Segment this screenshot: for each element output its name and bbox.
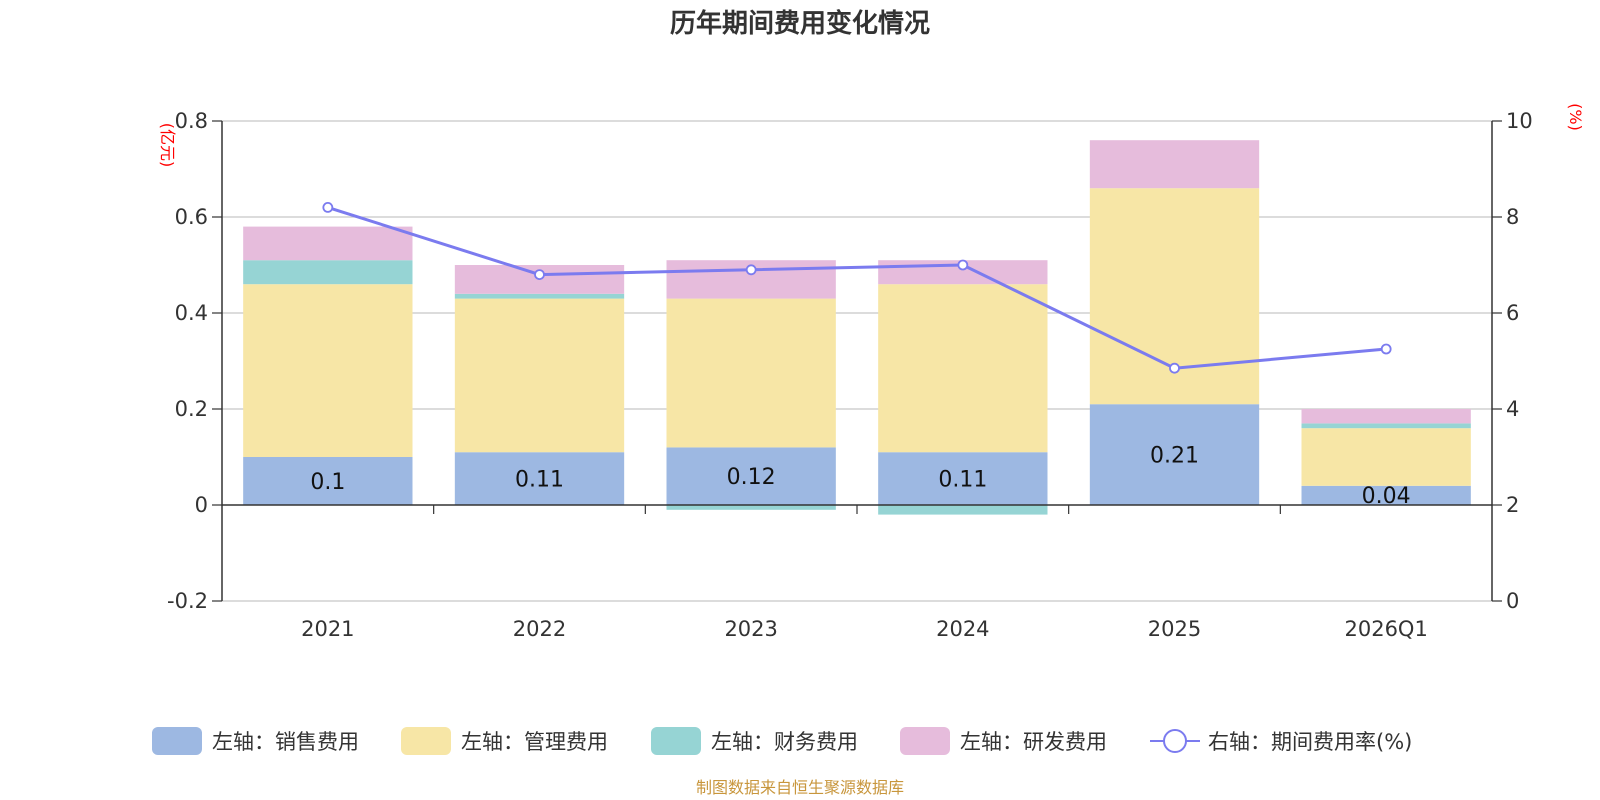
legend-label-1: 左轴：管理费用 bbox=[461, 730, 608, 754]
right-axis-unit: (%) bbox=[1566, 103, 1585, 131]
legend: 左轴：销售费用 左轴：管理费用 左轴：财务费用 左轴：研发费用 右轴：期间费用率(%) bbox=[152, 727, 1412, 755]
legend-line-marker bbox=[1163, 729, 1187, 753]
bar-series-3-2026Q1 bbox=[1301, 409, 1471, 424]
bar-value-label: 0.1 bbox=[310, 470, 345, 495]
right-tick-label: 10 bbox=[1506, 109, 1533, 133]
bar-series-3-2025 bbox=[1089, 140, 1260, 189]
rate-point bbox=[957, 259, 969, 271]
bar-series-2-2026Q1 bbox=[1301, 423, 1471, 429]
x-tick-label: 2021 bbox=[301, 617, 354, 641]
left-tick-label: 0.2 bbox=[175, 397, 208, 421]
right-tick-label: 6 bbox=[1506, 301, 1519, 325]
rate-point bbox=[534, 269, 545, 281]
bar-series-2-2024 bbox=[878, 505, 1048, 515]
bar-series-2-2021 bbox=[243, 260, 413, 285]
legend-label-2: 左轴：财务费用 bbox=[711, 730, 858, 754]
bar-value-label: 0.04 bbox=[1362, 484, 1411, 509]
rate-point bbox=[1380, 343, 1392, 355]
rate-point bbox=[1169, 362, 1180, 374]
legend-label-line: 右轴：期间费用率(%) bbox=[1208, 730, 1412, 754]
right-tick-label: 2 bbox=[1506, 493, 1519, 517]
bar-value-label: 0.11 bbox=[938, 468, 987, 493]
bar-series-1-2022 bbox=[454, 298, 625, 453]
bar-value-label: 0.11 bbox=[515, 468, 564, 493]
bar-series-1-2023 bbox=[666, 298, 836, 448]
legend-swatch-1 bbox=[401, 727, 451, 755]
legend-swatch-0 bbox=[152, 727, 202, 755]
x-tick-label: 2026Q1 bbox=[1344, 617, 1427, 641]
rate-line-group bbox=[322, 201, 1392, 374]
rate-point bbox=[745, 264, 757, 276]
bar-series-0-2022 bbox=[454, 452, 625, 505]
axes-group: 0.8 0.6 0.4 0.2 0 -0.2 10 8 6 4 2 0 2021 2022 2023 2024… bbox=[167, 109, 1533, 641]
left-axis-unit: (亿元) bbox=[158, 123, 177, 168]
legend-label-3: 左轴：研发费用 bbox=[960, 730, 1107, 754]
bar-series-0-2024 bbox=[878, 452, 1048, 505]
x-tick-label: 2025 bbox=[1148, 617, 1201, 641]
source-note: 制图数据来自恒生聚源数据库 bbox=[696, 778, 904, 797]
left-tick-label: -0.2 bbox=[167, 589, 208, 613]
bar-series-0-2025 bbox=[1089, 404, 1260, 505]
bar-series-1-2021 bbox=[243, 284, 413, 457]
bar-series-1-2026Q1 bbox=[1301, 428, 1471, 486]
bar-series-1-2024 bbox=[878, 284, 1048, 453]
bar-series-2-2023 bbox=[666, 505, 836, 510]
bar-value-label: 0.12 bbox=[727, 465, 776, 490]
x-tick-label: 2024 bbox=[936, 617, 989, 641]
rate-line bbox=[327, 205, 1387, 370]
bar-series-2-2022 bbox=[454, 293, 625, 299]
legend-swatch-3 bbox=[900, 727, 950, 755]
chart-title: 历年期间费用变化情况 bbox=[670, 8, 930, 39]
x-tick-label: 2022 bbox=[513, 617, 566, 641]
bar-labels-group: 0.1 0.11 0.12 0.11 0.21 0.04 bbox=[310, 444, 1410, 509]
right-tick-label: 4 bbox=[1506, 397, 1519, 421]
left-tick-label: 0.6 bbox=[175, 205, 208, 229]
bar-series-0-2021 bbox=[243, 457, 413, 505]
gridlines bbox=[222, 120, 1492, 602]
left-tick-label: 0.8 bbox=[175, 109, 208, 133]
left-tick-label: 0 bbox=[195, 493, 208, 517]
x-tick-label: 2023 bbox=[724, 617, 777, 641]
bar-series-3-2021 bbox=[243, 226, 413, 261]
legend-swatch-2 bbox=[651, 727, 701, 755]
bar-value-label: 0.21 bbox=[1150, 444, 1199, 469]
bar-series-0-2023 bbox=[666, 447, 836, 505]
left-tick-label: 0.4 bbox=[175, 301, 208, 325]
rate-point bbox=[322, 201, 334, 213]
right-tick-label: 0 bbox=[1506, 589, 1519, 613]
bars-group bbox=[243, 140, 1471, 515]
right-tick-label: 8 bbox=[1506, 205, 1519, 229]
legend-label-0: 左轴：销售费用 bbox=[212, 730, 359, 754]
bar-series-0-2026Q1 bbox=[1301, 485, 1471, 505]
